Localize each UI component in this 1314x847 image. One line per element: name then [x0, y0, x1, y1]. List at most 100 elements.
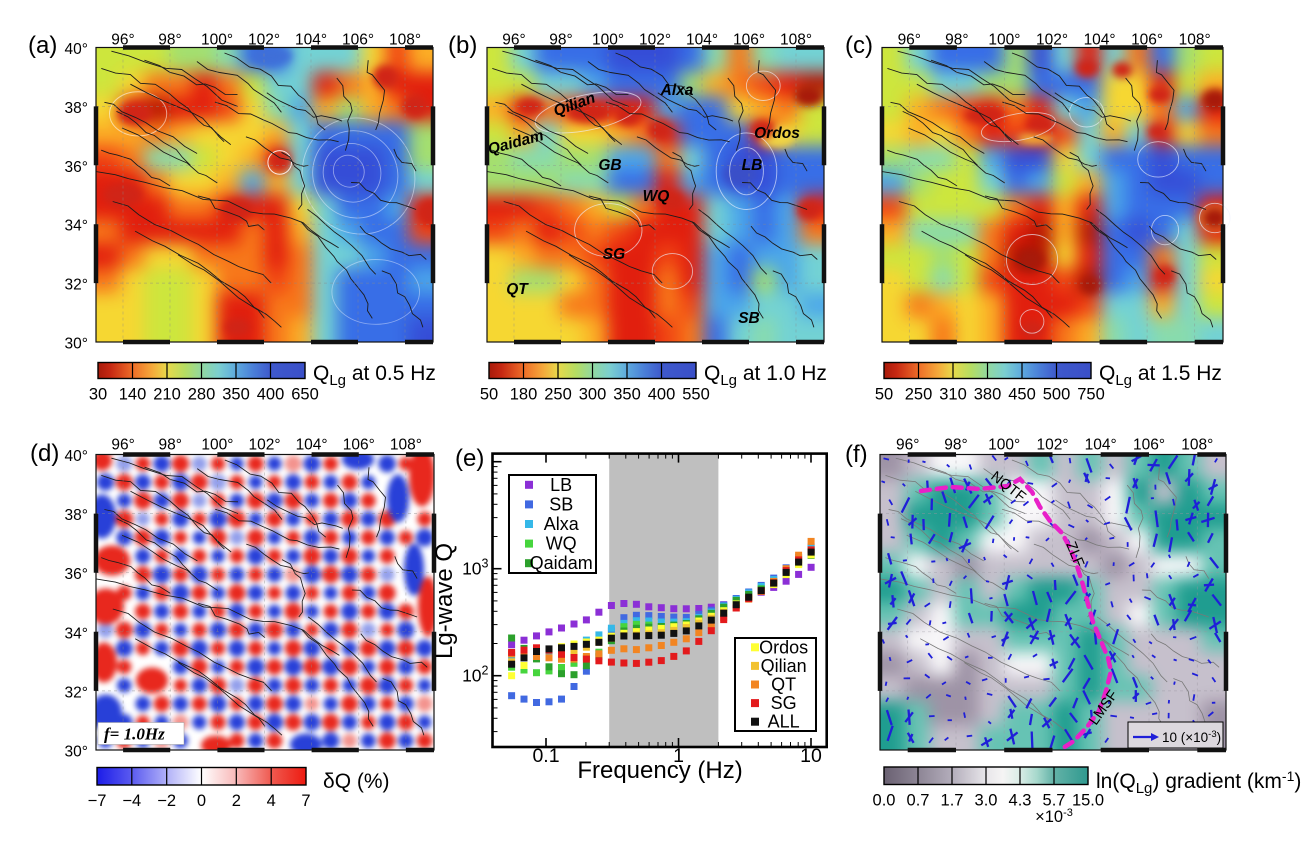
svg-text:Ordos: Ordos — [754, 125, 800, 142]
svg-text:400: 400 — [648, 386, 676, 404]
svg-text:34°: 34° — [65, 625, 88, 642]
svg-text:0.7: 0.7 — [907, 792, 930, 810]
svg-text:500: 500 — [1043, 386, 1071, 404]
svg-text:108°: 108° — [389, 32, 421, 49]
svg-text:250: 250 — [544, 386, 572, 404]
svg-text:102°: 102° — [248, 437, 280, 454]
svg-text:δQ (%): δQ (%) — [323, 770, 390, 793]
svg-text:210: 210 — [153, 386, 181, 404]
svg-text:350: 350 — [222, 386, 250, 404]
svg-text:103: 103 — [462, 557, 488, 579]
svg-text:96°: 96° — [111, 437, 134, 454]
svg-text:180: 180 — [510, 386, 538, 404]
svg-text:100°: 100° — [988, 437, 1020, 454]
svg-text:(a): (a) — [28, 32, 57, 59]
svg-text:96°: 96° — [111, 32, 134, 49]
svg-text:(b): (b) — [448, 32, 477, 59]
svg-text:140: 140 — [119, 386, 147, 404]
svg-text:104°: 104° — [296, 437, 328, 454]
svg-text:102°: 102° — [639, 32, 671, 49]
svg-text:104°: 104° — [295, 32, 327, 49]
svg-text:38°: 38° — [65, 507, 88, 524]
svg-text:WQ: WQ — [643, 188, 670, 205]
svg-text:50: 50 — [480, 386, 498, 404]
svg-text:7: 7 — [301, 792, 310, 810]
svg-text:108°: 108° — [1181, 437, 1213, 454]
svg-text:34°: 34° — [65, 218, 88, 235]
svg-text:0: 0 — [197, 792, 206, 810]
svg-text:1.7: 1.7 — [941, 792, 964, 810]
svg-text:104°: 104° — [1084, 32, 1116, 49]
svg-text:WQ: WQ — [546, 534, 577, 554]
svg-text:98°: 98° — [944, 437, 967, 454]
svg-text:106°: 106° — [1133, 437, 1165, 454]
svg-text:102°: 102° — [1036, 32, 1068, 49]
svg-text:LB: LB — [550, 475, 572, 495]
svg-text:108°: 108° — [390, 437, 422, 454]
svg-text:QLg at 0.5 Hz: QLg at 0.5 Hz — [313, 362, 436, 389]
svg-text:15.0: 15.0 — [1072, 792, 1104, 810]
svg-text:LB: LB — [742, 157, 763, 174]
svg-text:250: 250 — [905, 386, 933, 404]
svg-text:50: 50 — [875, 386, 893, 404]
svg-text:2: 2 — [232, 792, 241, 810]
svg-text:750: 750 — [1077, 386, 1105, 404]
svg-text:QLg at 1.5 Hz: QLg at 1.5 Hz — [1099, 362, 1222, 389]
svg-text:4.3: 4.3 — [1009, 792, 1032, 810]
svg-text:SB: SB — [549, 494, 573, 514]
svg-text:100°: 100° — [201, 32, 233, 49]
svg-text:108°: 108° — [1179, 32, 1211, 49]
svg-text:104°: 104° — [1085, 437, 1117, 454]
svg-text:98°: 98° — [158, 32, 181, 49]
svg-text:(c): (c) — [845, 32, 873, 59]
svg-text:310: 310 — [939, 386, 967, 404]
svg-text:SG: SG — [603, 246, 625, 263]
svg-text:36°: 36° — [65, 159, 88, 176]
svg-text:100°: 100° — [201, 437, 233, 454]
svg-text:104°: 104° — [686, 32, 718, 49]
svg-text:108°: 108° — [780, 32, 812, 49]
svg-text:GB: GB — [598, 157, 621, 174]
svg-text:QLg at 1.0 Hz: QLg at 1.0 Hz — [704, 362, 827, 389]
svg-text:30: 30 — [89, 386, 107, 404]
svg-text:4: 4 — [267, 792, 276, 810]
svg-text:102: 102 — [462, 664, 488, 686]
svg-text:32°: 32° — [65, 684, 88, 701]
svg-text:−4: −4 — [122, 792, 141, 810]
svg-text:98°: 98° — [549, 32, 572, 49]
svg-text:10 (×10-3): 10 (×10-3) — [1162, 729, 1221, 745]
svg-text:100°: 100° — [592, 32, 624, 49]
svg-text:0.0: 0.0 — [873, 792, 896, 810]
svg-text:×10-3: ×10-3 — [1035, 807, 1073, 826]
svg-text:Alxa: Alxa — [544, 514, 580, 534]
svg-text:ln(QLg) gradient (km-1): ln(QLg) gradient (km-1) — [1096, 768, 1301, 797]
svg-text:106°: 106° — [733, 32, 765, 49]
svg-text:Frequency (Hz): Frequency (Hz) — [577, 757, 742, 784]
svg-text:96°: 96° — [502, 32, 525, 49]
svg-text:Ordos: Ordos — [759, 637, 808, 657]
svg-text:98°: 98° — [945, 32, 968, 49]
svg-text:40°: 40° — [65, 41, 88, 58]
svg-text:650: 650 — [291, 386, 319, 404]
svg-text:350: 350 — [613, 386, 641, 404]
svg-text:32°: 32° — [65, 277, 88, 294]
svg-text:96°: 96° — [896, 437, 919, 454]
svg-text:36°: 36° — [65, 566, 88, 583]
svg-text:100°: 100° — [988, 32, 1020, 49]
svg-text:300: 300 — [579, 386, 607, 404]
svg-text:ALL: ALL — [768, 712, 800, 732]
svg-text:550: 550 — [682, 386, 710, 404]
svg-text:1: 1 — [673, 745, 684, 767]
svg-text:98°: 98° — [158, 437, 181, 454]
svg-text:QT: QT — [506, 281, 529, 298]
svg-text:3.0: 3.0 — [975, 792, 998, 810]
svg-text:(d): (d) — [30, 440, 59, 467]
svg-text:Lg-wave Q: Lg-wave Q — [431, 543, 458, 659]
svg-text:(f): (f) — [845, 441, 868, 468]
svg-text:QT: QT — [771, 675, 796, 695]
svg-text:Qilian: Qilian — [761, 656, 807, 676]
svg-text:96°: 96° — [898, 32, 921, 49]
svg-text:400: 400 — [257, 386, 285, 404]
svg-text:38°: 38° — [65, 100, 88, 117]
svg-text:5.7: 5.7 — [1043, 792, 1066, 810]
